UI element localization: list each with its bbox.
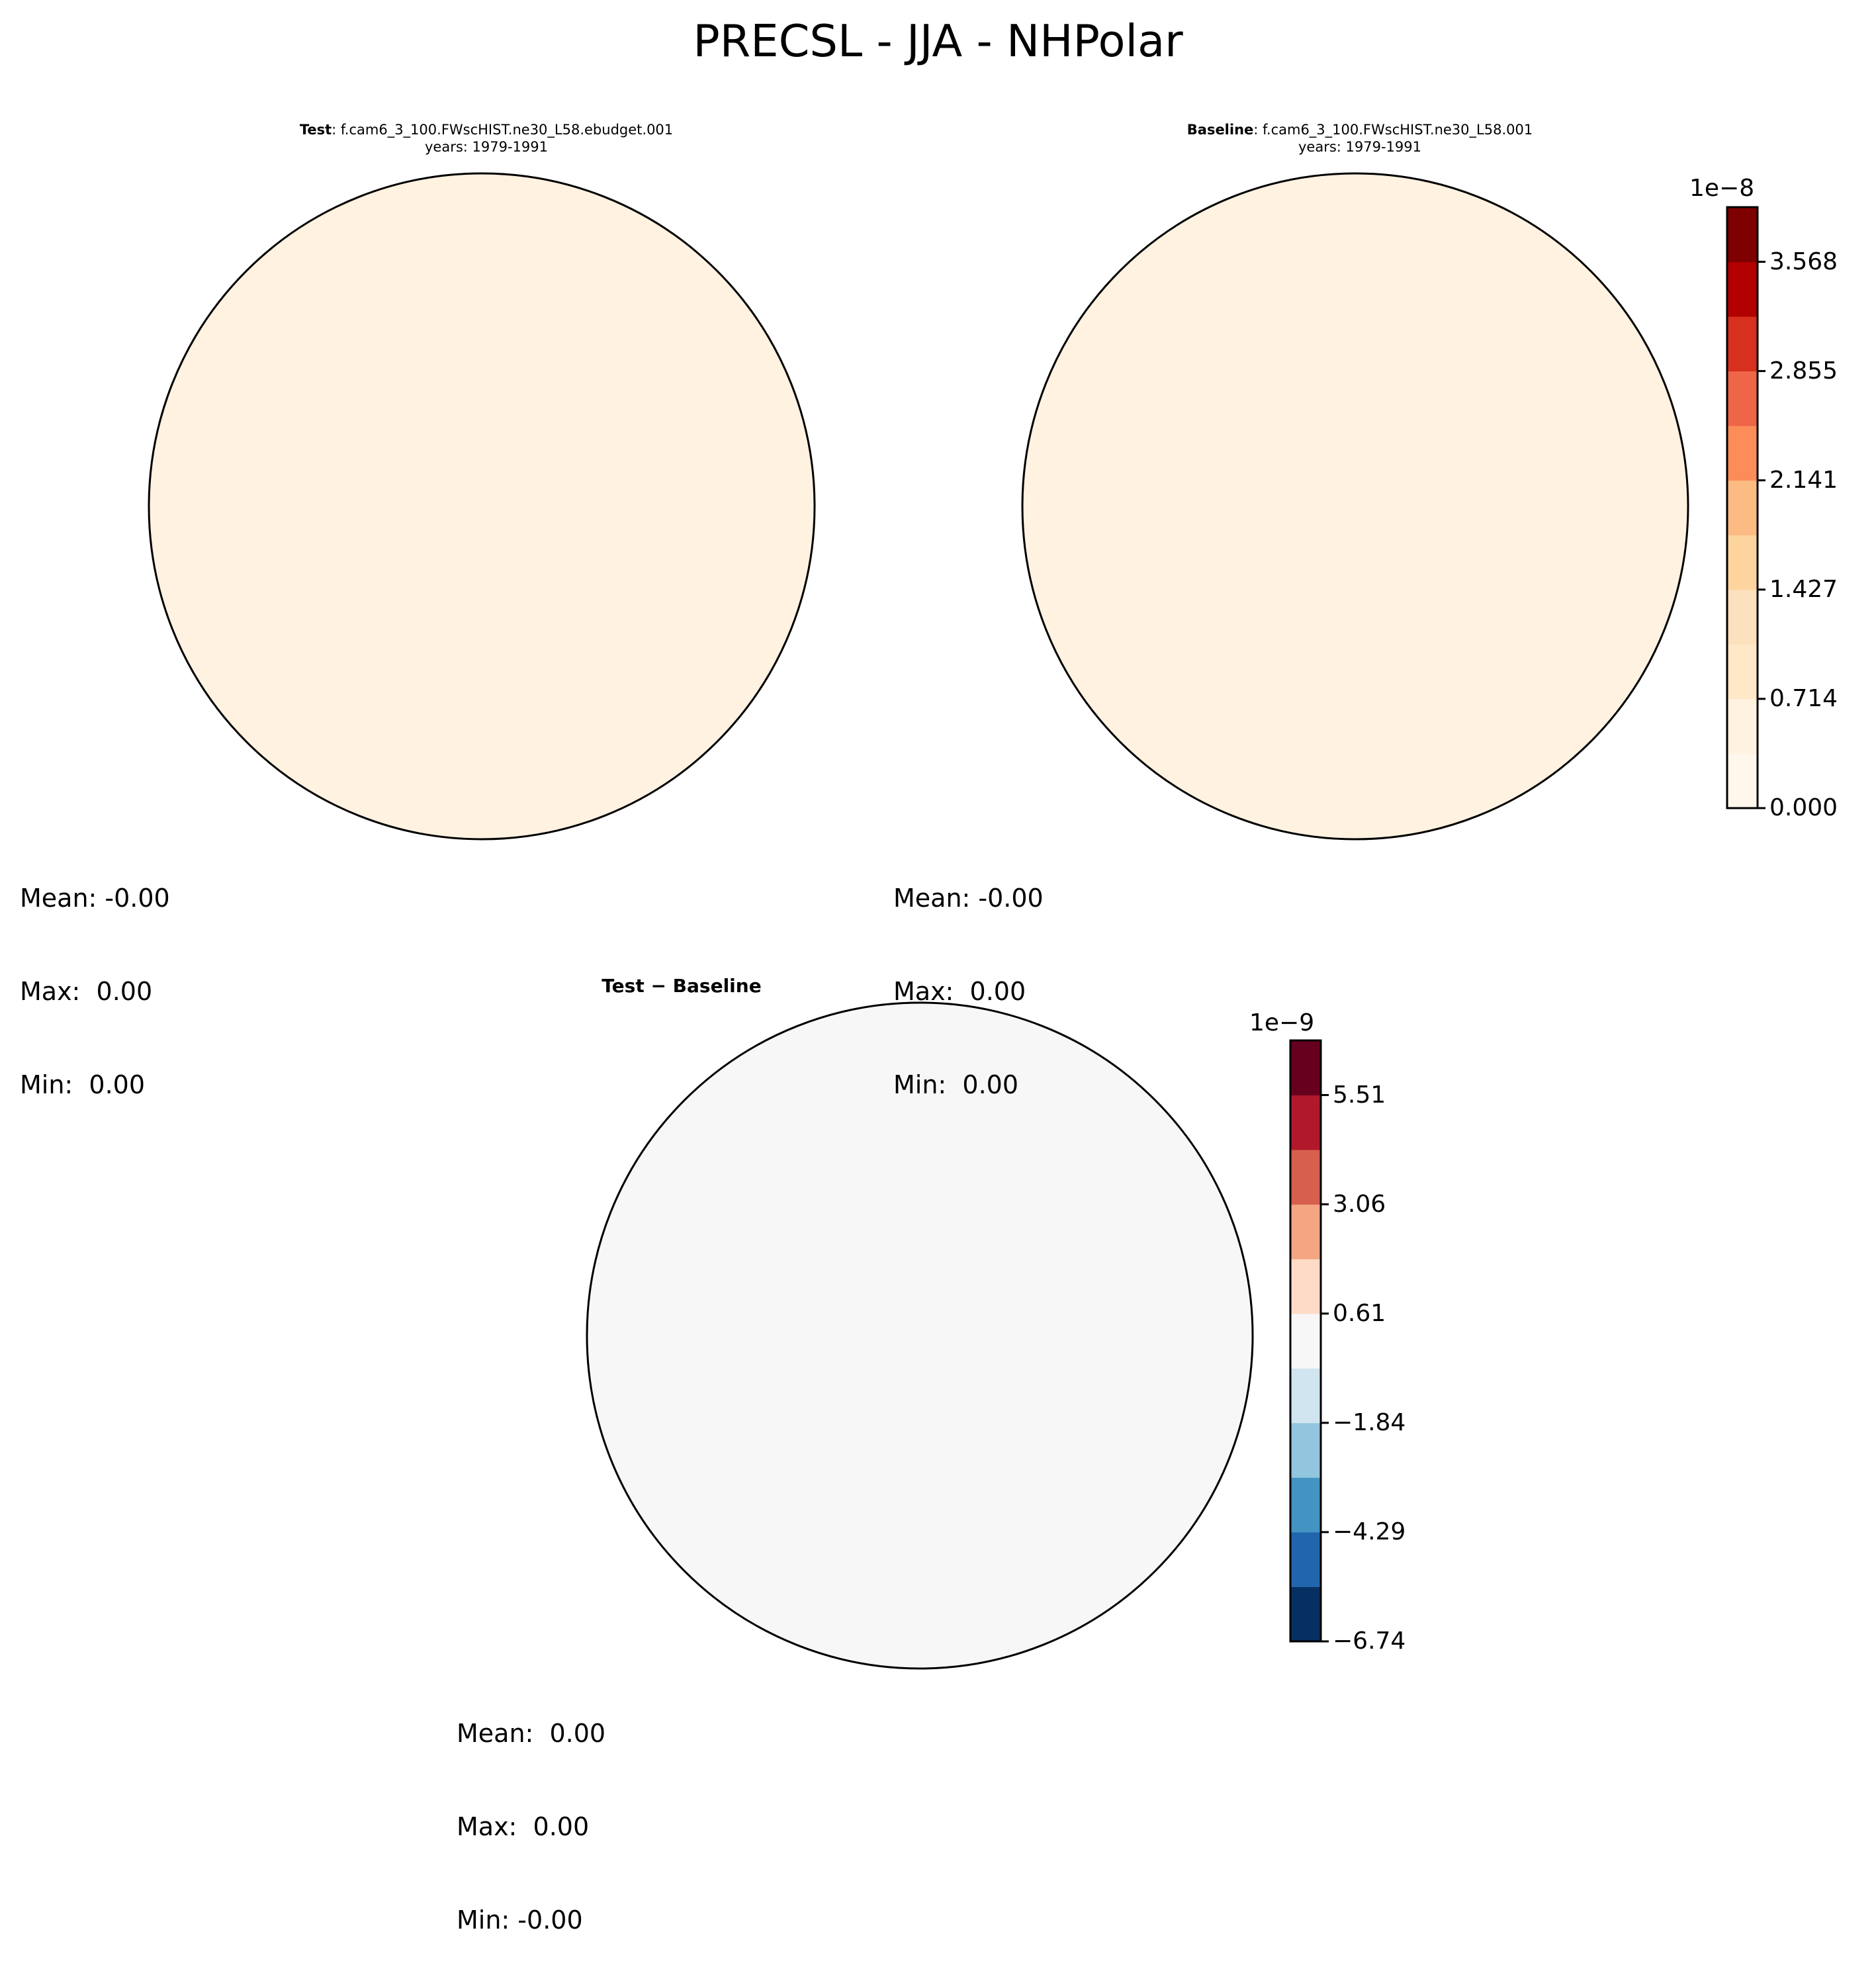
main-colorbar (1726, 206, 1765, 809)
baseline-stat-mean: Mean: -0.00 (893, 884, 1044, 913)
diff-panel-title: Test − Baseline (602, 975, 762, 997)
diff-colorbar-segment (1290, 1150, 1321, 1205)
diff-colorbar (1289, 1039, 1329, 1643)
test-title-bold: Test (299, 122, 332, 138)
baseline-title-rest: : f.cam6_3_100.FWscHIST.ne30_L58.001 (1253, 122, 1533, 138)
baseline-stat-max: Max: 0.00 (893, 977, 1026, 1006)
figure-canvas (148, 172, 1765, 1670)
main-colorbar-tick-label: 2.855 (1769, 357, 1838, 385)
diff-colorbar-segment (1290, 1368, 1321, 1424)
main-colorbar-segment (1727, 535, 1758, 590)
main-colorbar-segment (1727, 644, 1758, 700)
main-colorbar-tick-label: 2.141 (1769, 466, 1838, 494)
test-stats: Mean: -0.00 Max: 0.00 Min: 0.00 (20, 821, 170, 1132)
diff-stats: Mean: 0.00 Max: 0.00 Min: -0.00 (457, 1656, 605, 1967)
diff-colorbar-tick-label: 5.51 (1333, 1081, 1386, 1109)
test-stat-max: Max: 0.00 (20, 977, 153, 1006)
main-colorbar-tick-label: 0.000 (1769, 794, 1838, 821)
main-colorbar-segment (1727, 316, 1758, 372)
main-colorbar-exponent: 1e−8 (1689, 175, 1755, 202)
main-colorbar-segment (1727, 426, 1758, 481)
baseline-map (1021, 172, 1689, 841)
test-map-background (149, 173, 815, 839)
baseline-panel-title: Baseline: f.cam6_3_100.FWscHIST.ne30_L58… (1026, 121, 1694, 156)
main-colorbar-tick-label: 3.568 (1769, 248, 1838, 275)
diff-colorbar-segment (1290, 1313, 1321, 1369)
test-title-rest: : f.cam6_3_100.FWscHIST.ne30_L58.ebudget… (332, 122, 674, 138)
main-colorbar-segment (1727, 698, 1758, 754)
diff-colorbar-tick-label: −6.74 (1333, 1627, 1406, 1655)
test-years: years: 1979-1991 (424, 139, 548, 155)
diff-colorbar-exponent: 1e−9 (1249, 1009, 1315, 1036)
main-colorbar-segment (1727, 207, 1758, 263)
diff-colorbar-tick-label: −1.84 (1333, 1408, 1406, 1436)
baseline-map-background (1022, 173, 1688, 839)
diff-colorbar-segment (1290, 1586, 1321, 1642)
main-colorbar-tick-label: 0.714 (1769, 684, 1838, 712)
main-colorbar-segment (1727, 261, 1758, 317)
baseline-years: years: 1979-1991 (1298, 139, 1421, 155)
test-map (148, 172, 816, 841)
baseline-map-border (1021, 172, 1689, 841)
main-colorbar-tick-label: 1.427 (1769, 575, 1838, 603)
diff-map (586, 1001, 1254, 1670)
test-panel-title: Test: f.cam6_3_100.FWscHIST.ne30_L58.ebu… (152, 121, 821, 156)
baseline-stat-min: Min: 0.00 (893, 1070, 1018, 1099)
test-stat-mean: Mean: -0.00 (20, 884, 170, 913)
diff-colorbar-segment (1290, 1095, 1321, 1150)
diff-colorbar-segment (1290, 1477, 1321, 1533)
main-colorbar-segment (1727, 589, 1758, 645)
diff-colorbar-segment (1290, 1040, 1321, 1096)
diff-stat-min: Min: -0.00 (457, 1905, 583, 1935)
main-colorbar-frame (1726, 206, 1759, 809)
diff-colorbar-segment (1290, 1422, 1321, 1478)
diff-colorbar-tick-label: −4.29 (1333, 1518, 1406, 1545)
baseline-title-bold: Baseline (1186, 122, 1254, 138)
diff-stat-mean: Mean: 0.00 (457, 1719, 606, 1748)
diff-colorbar-tick-label: 0.61 (1333, 1299, 1386, 1327)
test-map-border (148, 172, 816, 841)
diff-colorbar-segment (1290, 1204, 1321, 1259)
diff-colorbar-frame (1289, 1039, 1322, 1643)
main-colorbar-segment (1727, 480, 1758, 535)
diff-stat-max: Max: 0.00 (457, 1812, 590, 1841)
diff-map-border (586, 1001, 1254, 1670)
test-stat-min: Min: 0.00 (20, 1070, 145, 1099)
diff-colorbar-tick-label: 3.06 (1333, 1190, 1386, 1218)
diff-map-background (587, 1003, 1253, 1669)
main-colorbar-segment (1727, 371, 1758, 426)
baseline-stats: Mean: -0.00 Max: 0.00 Min: 0.00 (893, 821, 1044, 1132)
diff-colorbar-segment (1290, 1532, 1321, 1587)
diff-colorbar-segment (1290, 1259, 1321, 1314)
figure-title: PRECSL - JJA - NHPolar (693, 15, 1183, 67)
main-colorbar-segment (1727, 753, 1758, 809)
